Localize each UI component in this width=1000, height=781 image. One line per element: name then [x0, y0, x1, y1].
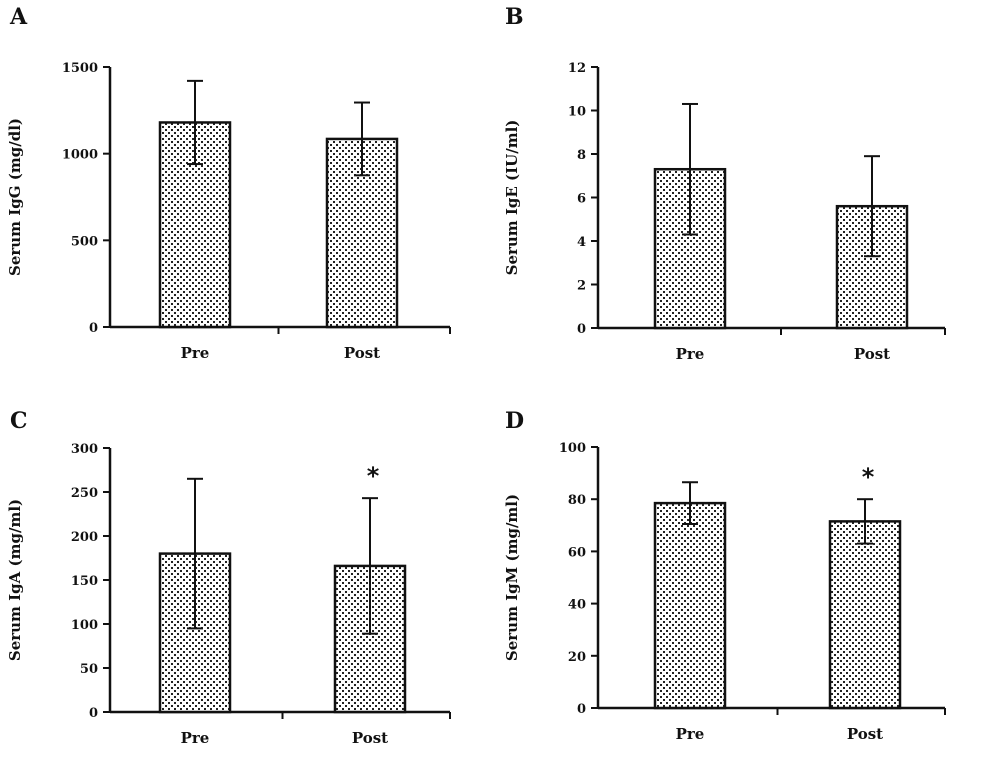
bar-pre [653, 501, 727, 710]
y-tick-label: 0 [89, 321, 98, 336]
y-tick-label: 12 [568, 61, 586, 76]
chart-panel-d: D 0 20 40 60 80 100 Serum IgM (mg/ml) Pre Post * [503, 408, 946, 743]
y-tick-label: 1500 [62, 61, 98, 76]
error-bar [682, 102, 698, 236]
y-tick-label: 4 [577, 235, 586, 250]
significance-marker: * [367, 462, 380, 490]
y-tick-label: 1000 [62, 148, 98, 163]
y-tick-label: 100 [559, 441, 586, 456]
error-bar [864, 155, 880, 258]
x-category-label: Pre [676, 345, 705, 363]
y-tick-label: 8 [577, 148, 586, 163]
y-tick-label: 250 [71, 486, 98, 501]
y-tick-label: 300 [71, 442, 98, 457]
panel-letter: B [505, 4, 524, 30]
y-axis-title: Serum IgG (mg/dl) [6, 118, 24, 276]
significance-marker: * [862, 463, 875, 491]
chart-panel-c: C 0 50 100 150 200 250 300 Serum IgA (mg/ml) Pre P… [6, 408, 451, 747]
error-bar [187, 79, 203, 166]
error-bar [362, 497, 378, 635]
x-category-label: Pre [676, 725, 705, 743]
y-tick-label: 0 [577, 322, 586, 337]
error-bar [354, 101, 370, 177]
y-tick-label: 20 [568, 650, 586, 665]
x-category-label: Post [344, 344, 380, 362]
x-category-label: Post [847, 725, 883, 743]
y-axis-title: Serum IgM (mg/ml) [503, 494, 521, 661]
panel-letter: D [505, 408, 524, 434]
y-tick-label: 6 [577, 192, 586, 207]
y-tick-label: 100 [71, 618, 98, 633]
chart-panel-b: B 0 2 4 6 8 10 12 Serum IgE (IU/ml) Pre Post [503, 4, 946, 363]
y-tick-label: 150 [71, 574, 98, 589]
y-tick-label: 500 [71, 234, 98, 249]
x-category-label: Post [854, 345, 890, 363]
x-category-label: Pre [181, 344, 210, 362]
x-category-label: Pre [181, 729, 210, 747]
y-tick-label: 80 [568, 493, 586, 508]
y-tick-label: 0 [577, 702, 586, 717]
y-tick-label: 40 [568, 598, 586, 613]
chart-panel-a: A 0 500 1000 1500 Serum IgG (mg/dl) Pre Post [6, 4, 451, 362]
y-tick-label: 200 [71, 530, 98, 545]
panel-letter: A [9, 4, 28, 30]
error-bar [857, 498, 873, 545]
y-tick-label: 10 [568, 105, 586, 120]
y-tick-label: 0 [89, 706, 98, 721]
y-axis-title: Serum IgE (IU/ml) [503, 120, 521, 276]
y-axis-title: Serum IgA (mg/ml) [6, 499, 24, 661]
y-tick-label: 60 [568, 545, 586, 560]
x-category-label: Post [352, 729, 388, 747]
y-tick-label: 50 [80, 662, 98, 677]
panel-letter: C [10, 408, 28, 434]
y-tick-label: 2 [577, 279, 586, 294]
error-bar [682, 481, 698, 525]
bar-post [828, 520, 902, 710]
error-bar [187, 477, 203, 630]
